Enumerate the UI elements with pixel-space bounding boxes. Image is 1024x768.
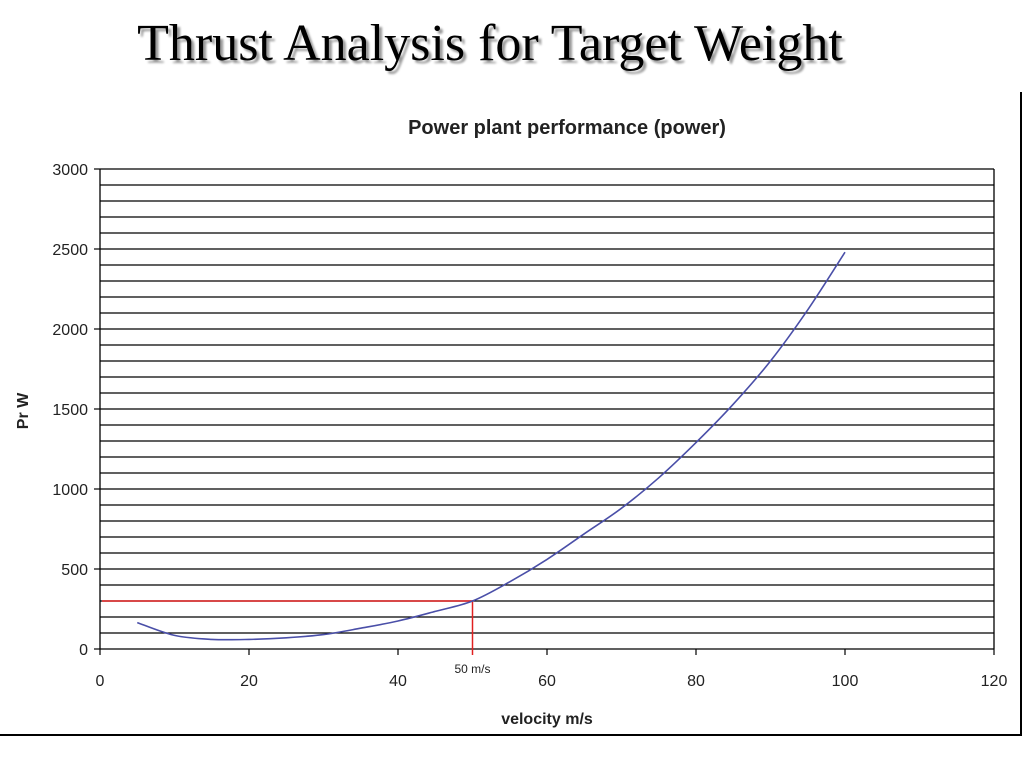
- x-tick-label: 80: [687, 673, 705, 690]
- y-ticks: 0 500 1000 1500 2000 2500 3000: [52, 162, 100, 659]
- y-tick-label: 2500: [52, 242, 88, 259]
- grid-lines: [100, 168, 994, 634]
- marker-lines: [102, 600, 474, 655]
- slide-title: Thrust Analysis for Target Weight: [137, 15, 843, 72]
- x-tick-label: 20: [240, 673, 258, 690]
- x-tick-label: 0: [96, 673, 105, 690]
- y-tick-label: 2000: [52, 322, 88, 339]
- chart-title: Power plant performance (power): [408, 117, 726, 139]
- y-tick-label: 1000: [52, 482, 88, 499]
- x-tick-label: 60: [538, 673, 556, 690]
- y-tick-label: 1500: [52, 402, 88, 419]
- x-tick-label: 40: [389, 673, 407, 690]
- annotation-50ms: 50 m/s: [454, 662, 490, 676]
- x-axis-label: velocity m/s: [501, 711, 593, 728]
- y-tick-label: 3000: [52, 162, 88, 179]
- y-tick-label: 500: [61, 562, 88, 579]
- power-curve: [136, 251, 846, 641]
- x-ticks: 0 20 40 60 80 100 120: [96, 649, 1008, 690]
- x-tick-label: 100: [832, 673, 859, 690]
- y-axis-label: Pr W: [15, 392, 32, 429]
- x-tick-label: 120: [981, 673, 1008, 690]
- y-tick-label: 0: [79, 642, 88, 659]
